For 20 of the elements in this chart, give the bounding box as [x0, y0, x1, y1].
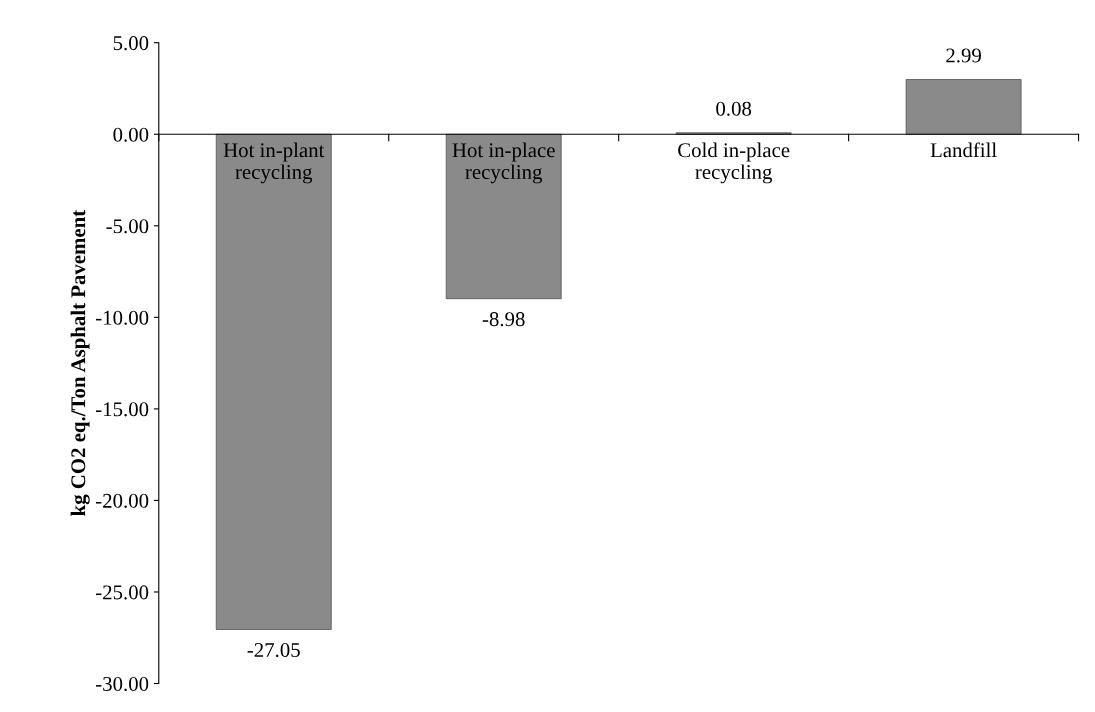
y-tick-label: -5.00	[106, 219, 149, 234]
x-tick-label: Hot in-plant recycling	[223, 142, 325, 184]
x-tick-label: Hot in-place recycling	[452, 142, 555, 184]
x-tick-label: Landfill	[930, 142, 997, 158]
y-tick-label: -25.00	[96, 585, 149, 600]
data-label: 2.99	[946, 48, 981, 63]
y-tick-label: -15.00	[96, 402, 149, 417]
data-label: -27.05	[247, 642, 300, 658]
bar	[905, 79, 1022, 135]
bar	[215, 133, 332, 630]
y-axis-title: kg CO2 eq./Ton Asphalt Pavement	[70, 209, 90, 516]
y-tick-label: -20.00	[96, 493, 149, 508]
data-label: 0.08	[716, 101, 752, 116]
y-tick-label: 0.00	[113, 127, 149, 142]
data-label: -8.98	[482, 312, 525, 327]
x-tick-label: Cold in-place recycling	[678, 142, 790, 184]
y-tick-label: -10.00	[96, 310, 149, 325]
y-tick-label: -30.00	[96, 676, 149, 692]
y-tick-label: 5.00	[113, 36, 149, 51]
bar	[445, 133, 562, 300]
